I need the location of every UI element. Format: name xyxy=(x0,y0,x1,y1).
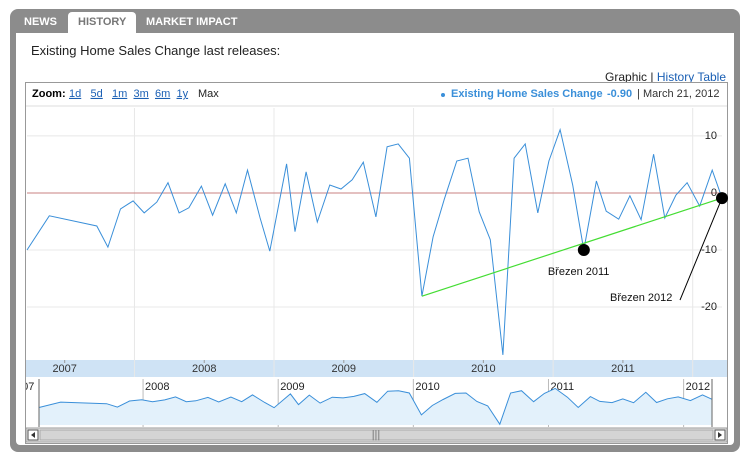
y-tick-label: -20 xyxy=(701,301,717,313)
scroll-thumb xyxy=(39,429,714,441)
legend-marker xyxy=(441,93,445,97)
chart-frame xyxy=(25,82,728,444)
annotation-label: Březen 2012 xyxy=(610,292,672,304)
zoom-option[interactable]: 1m xyxy=(112,88,127,100)
arrow-icon xyxy=(718,432,722,438)
x-axis-band xyxy=(26,360,727,377)
navigator-tick-label: 2010 xyxy=(415,381,439,393)
y-tick-label: -10 xyxy=(701,244,717,256)
tab[interactable]: MARKET IMPACT xyxy=(146,16,238,28)
zoom-option[interactable]: 1y xyxy=(177,88,189,100)
zoom-option[interactable]: 3m xyxy=(134,88,149,100)
navigator-tick-label: 2007 xyxy=(25,381,34,393)
zoom-option[interactable]: 5d xyxy=(91,88,103,100)
tab[interactable]: NEWS xyxy=(24,16,57,28)
arrow-icon xyxy=(31,432,35,438)
separator: | xyxy=(637,88,640,100)
navigator-line xyxy=(38,387,713,426)
x-tick-label: 2007 xyxy=(52,363,76,375)
scroll-grip: ||| xyxy=(372,429,381,441)
link[interactable]: Graphic xyxy=(605,70,648,84)
zoom-option[interactable]: 6m xyxy=(155,88,170,100)
annotation-point xyxy=(577,243,590,256)
trend-line xyxy=(421,197,723,297)
x-tick-label: 2010 xyxy=(471,363,495,375)
tab-active[interactable]: HISTORY xyxy=(68,12,137,33)
zoom-label: Zoom: xyxy=(32,88,66,100)
view-links: Graphic | History Table xyxy=(605,70,726,84)
annotation-connector xyxy=(679,197,723,301)
navigator-tick-label: 2008 xyxy=(145,381,169,393)
chart: Zoom: Existing Home Sales Change -0.90 |… xyxy=(25,82,728,444)
y-tick-label: 10 xyxy=(705,130,717,142)
legend-date: March 21, 2012 xyxy=(643,88,719,100)
x-tick-label: 2011 xyxy=(611,363,635,375)
navigator: 200720082009201020112012 xyxy=(25,379,713,427)
navigator-tick-label: 2012 xyxy=(686,381,710,393)
heading: Existing Home Sales Change last releases… xyxy=(31,43,281,58)
line xyxy=(26,127,723,355)
legend-label: Existing Home Sales Change xyxy=(451,88,603,100)
legend-value: -0.90 xyxy=(607,88,632,100)
x-tick-label: 2009 xyxy=(332,363,356,375)
x-tick-label: 2008 xyxy=(192,363,216,375)
zoom-option[interactable]: 1d xyxy=(69,88,81,100)
zoom-option[interactable]: Max xyxy=(198,88,219,100)
navigator-area xyxy=(39,388,712,425)
link[interactable]: History Table xyxy=(656,70,726,84)
y-tick-label: 0 xyxy=(711,187,717,199)
navigator-tick-label: 2009 xyxy=(280,381,304,393)
annotation-label: Březen 2011 xyxy=(548,266,610,278)
